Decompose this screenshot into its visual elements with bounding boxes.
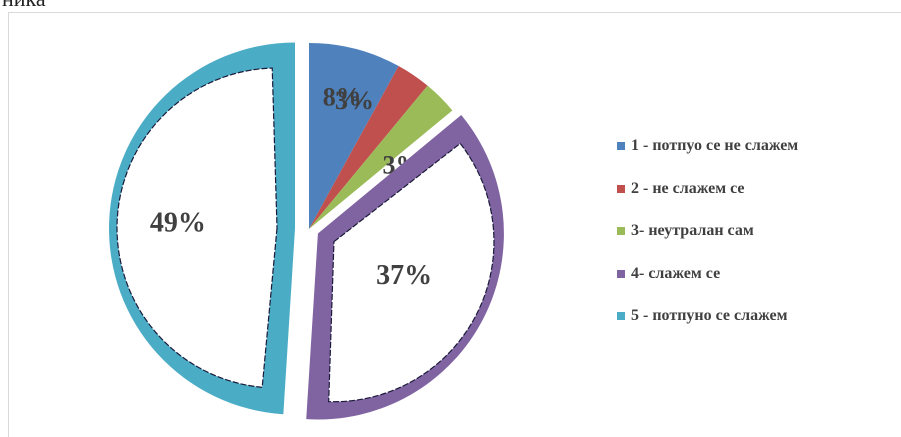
pie-data-label: 37% <box>376 260 432 291</box>
legend-swatch <box>617 312 625 320</box>
pie-data-label: 49% <box>150 207 206 238</box>
chart-area <box>8 12 901 437</box>
pie-slice-fill <box>309 85 453 229</box>
pie-slice <box>109 42 296 415</box>
pie-slice <box>309 43 399 229</box>
pie-slice <box>309 66 428 229</box>
legend-swatch <box>617 269 625 278</box>
legend-item: 2 - не слажем се <box>617 178 798 200</box>
legend-label: 3- неутралан сам <box>631 222 754 239</box>
legend-swatch <box>617 184 625 193</box>
pie-slice <box>309 85 453 229</box>
legend-swatch <box>617 142 625 150</box>
pie-slice <box>306 114 504 420</box>
pie-data-label: 3% <box>335 86 374 115</box>
chart-legend: 1 - потпуо се не слажем 2 - не слажем се 3… <box>617 135 798 348</box>
pie-slice-fill <box>309 43 399 229</box>
legend-label: 4- слажем се <box>631 264 721 282</box>
legend-swatch <box>617 227 625 235</box>
legend-item: 1 - потпуо се не слажем <box>617 135 798 157</box>
legend-label: 5 - потпуно се слажем <box>631 307 788 324</box>
legend-item: 3- неутралан сам <box>617 220 798 242</box>
pie-data-label: 8% <box>323 82 362 111</box>
legend-label: 1 - потпуо се не слажем <box>631 137 799 154</box>
pie-slice-inner <box>328 142 495 403</box>
page-text-fragment: ника <box>2 0 46 10</box>
legend-label: 2 - не слажем се <box>631 179 745 197</box>
pie-slice-fill <box>309 66 428 229</box>
legend-item: 5 - потпуно се слажем <box>617 305 798 327</box>
legend-item: 4- слажем се <box>617 263 798 285</box>
pie-slice-inner <box>116 67 278 388</box>
